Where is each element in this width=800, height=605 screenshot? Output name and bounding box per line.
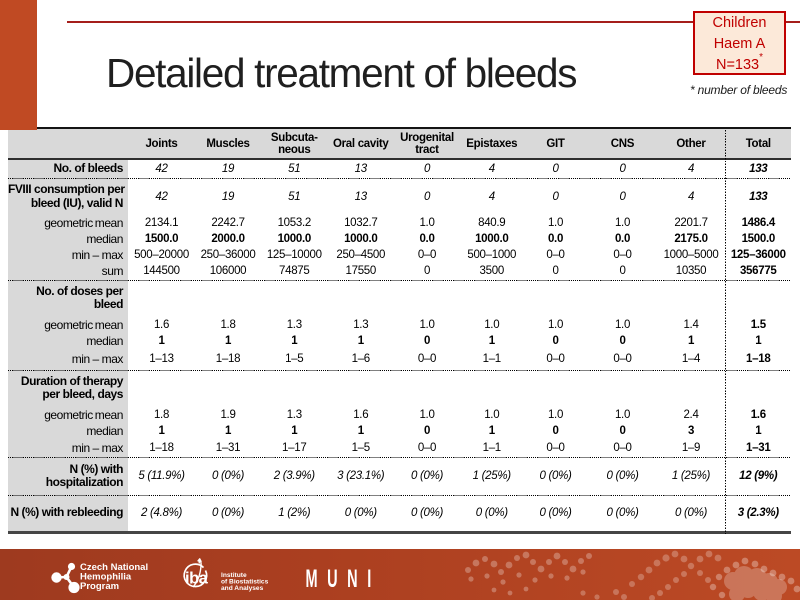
svg-text:Czech National: Czech National	[80, 562, 148, 573]
svg-text:Institute: Institute	[221, 572, 247, 579]
svg-text:and Analyses: and Analyses	[221, 585, 264, 592]
svg-text:Hemophilia: Hemophilia	[80, 572, 132, 583]
svg-text:MUNI: MUNI	[306, 566, 381, 593]
svg-text:Program: Program	[80, 581, 119, 592]
svg-text:of Biostatistics: of Biostatistics	[221, 579, 269, 586]
svg-text:iba: iba	[185, 570, 209, 588]
